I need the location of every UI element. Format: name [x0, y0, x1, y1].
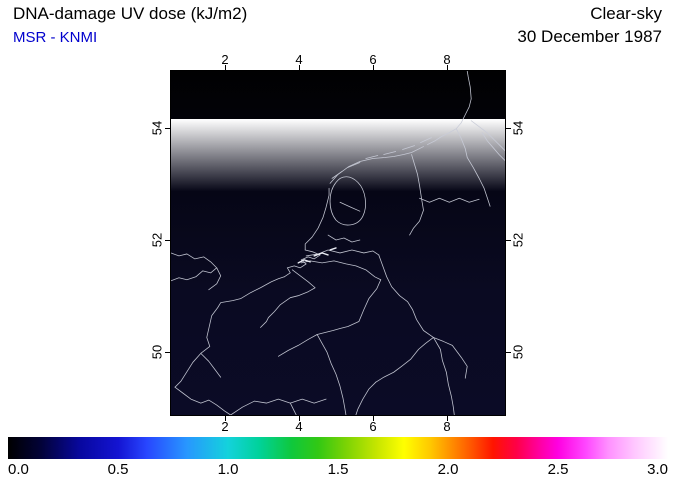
river-path: [316, 334, 347, 415]
coastline-path: [171, 252, 218, 282]
river-path: [297, 259, 311, 264]
coastline-path: [208, 267, 222, 291]
x-tick-label-top: 6: [369, 52, 377, 67]
river-path: [174, 386, 232, 415]
y-tick-mark: [506, 352, 511, 353]
river-path: [455, 128, 491, 207]
y-tick-mark: [506, 128, 511, 129]
river-path: [260, 269, 316, 328]
colorbar-tick-label: 0.0: [8, 461, 29, 478]
condition-label: Clear-sky: [590, 4, 662, 23]
page-title: DNA-damage UV dose (kJ/m2): [13, 4, 248, 23]
x-tick-mark: [299, 416, 300, 421]
river-path: [200, 352, 222, 378]
x-tick-mark: [225, 416, 226, 421]
river-path: [316, 279, 382, 335]
river-path: [378, 254, 434, 338]
date-label: 30 December 1987: [517, 27, 662, 46]
coastline-map: [171, 71, 505, 415]
river-path: [327, 234, 361, 243]
x-tick-mark: [225, 65, 226, 70]
coastline-path: [329, 176, 366, 226]
river-path: [289, 402, 297, 415]
river-path: [375, 337, 434, 383]
y-tick-label-left: 52: [149, 232, 165, 248]
river-path: [329, 247, 337, 251]
river-path: [300, 260, 382, 281]
x-tick-mark: [447, 416, 448, 421]
x-tick-label-bottom: 8: [443, 419, 451, 434]
colorbar-tick-label: 3.0: [647, 461, 668, 478]
river-path: [433, 337, 455, 415]
y-tick-mark: [506, 240, 511, 241]
x-tick-label-top: 2: [221, 52, 229, 67]
coastline-path: [283, 249, 321, 278]
x-tick-mark: [373, 416, 374, 421]
river-path: [230, 398, 327, 415]
colorbar-tick-label: 2.0: [437, 461, 459, 478]
colorbar-tick-label: 2.5: [547, 461, 569, 478]
x-tick-label-top: 8: [443, 52, 451, 67]
y-tick-label-right: 52: [510, 232, 526, 248]
x-tick-mark: [299, 65, 300, 70]
map-plot-area: [165, 65, 511, 421]
river-path: [470, 120, 505, 151]
y-tick-mark: [165, 352, 170, 353]
header-right: Clear-sky 30 December 1987: [517, 4, 662, 47]
y-tick-label-left: 54: [149, 120, 165, 136]
x-tick-label-bottom: 4: [295, 419, 303, 434]
y-tick-mark: [165, 240, 170, 241]
x-tick-label-bottom: 6: [369, 419, 377, 434]
river-path: [355, 381, 377, 415]
coastline-path: [174, 276, 285, 388]
colorbar-tick-label: 0.5: [107, 461, 129, 478]
river-path: [481, 132, 505, 161]
coastline-path: [427, 71, 472, 145]
x-tick-label-top: 4: [295, 52, 303, 67]
river-path: [409, 154, 424, 236]
river-path: [339, 201, 361, 212]
source-label: MSR - KNMI: [13, 29, 98, 46]
river-path: [433, 337, 468, 379]
y-tick-label-right: 50: [510, 344, 526, 360]
coastlines-layer: [171, 71, 505, 415]
colorbar-tick-label: 1.5: [327, 461, 349, 478]
coastline-path: [304, 187, 330, 251]
colorbar-tick-label: 1.0: [217, 461, 239, 478]
river-path: [277, 334, 318, 357]
y-tick-label-left: 50: [149, 344, 165, 360]
coastline-path: [331, 137, 432, 179]
colorbar-gradient: [8, 437, 668, 459]
y-tick-label-right: 54: [510, 120, 526, 136]
x-tick-label-bottom: 2: [221, 419, 229, 434]
y-tick-mark: [165, 128, 170, 129]
x-tick-mark: [447, 65, 448, 70]
river-path: [313, 252, 329, 257]
delta-highlight-layer: [297, 247, 337, 264]
river-path: [419, 197, 480, 203]
coastline-path: [329, 146, 424, 184]
x-tick-mark: [373, 65, 374, 70]
